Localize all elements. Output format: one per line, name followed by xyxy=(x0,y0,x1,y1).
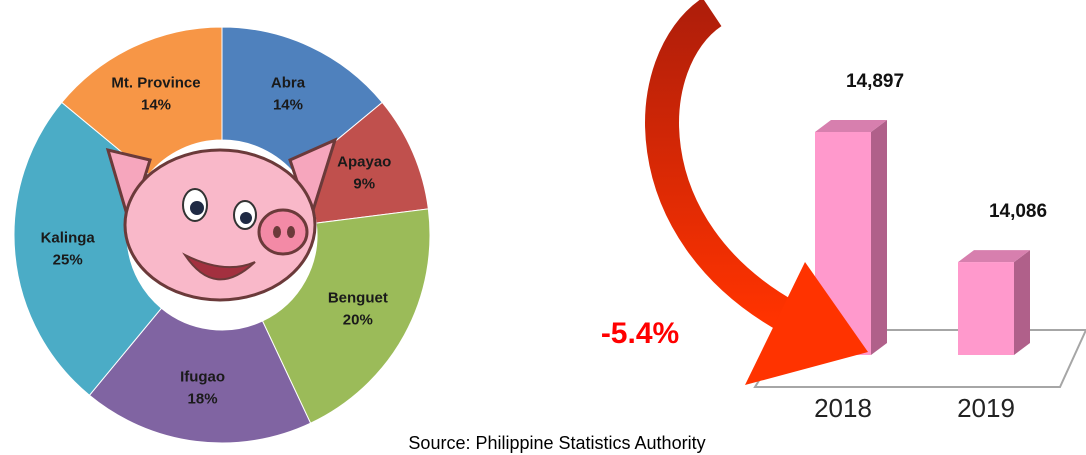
source-note: Source: Philippine Statistics Authority xyxy=(408,433,705,453)
slice-label: Kalinga xyxy=(41,230,96,247)
change-annotation: -5.4% xyxy=(601,317,679,350)
x-tick-label: 2019 xyxy=(957,393,1015,423)
page: Abra 14% Apayao 9% Benguet 20% Ifugao 18% Kaling… xyxy=(0,0,1086,455)
slice-value-label: 18% xyxy=(188,391,218,408)
slice-label: Mt. Province xyxy=(111,75,200,92)
slice-value-label: 25% xyxy=(53,252,83,269)
bar-value-label: 14,086 xyxy=(989,201,1047,222)
bar-front xyxy=(958,262,1014,355)
bar-side xyxy=(871,120,887,355)
bar xyxy=(958,250,1030,355)
pig-illustration xyxy=(108,140,335,300)
slice-value-label: 20% xyxy=(343,312,373,329)
slice-value-label: 14% xyxy=(273,97,303,114)
slice-label: Benguet xyxy=(328,290,388,307)
slice-value-label: 14% xyxy=(141,97,171,114)
slice-label: Apayao xyxy=(337,153,391,170)
bar-side xyxy=(1014,250,1030,355)
slice-value-label: 9% xyxy=(353,175,375,192)
slice-label: Ifugao xyxy=(180,369,225,386)
x-tick-label: 2018 xyxy=(814,393,872,423)
slice-label: Abra xyxy=(271,75,306,92)
infographic: Abra 14% Apayao 9% Benguet 20% Ifugao 18% Kaling… xyxy=(0,0,1086,455)
bar-value-label: 14,897 xyxy=(846,71,904,92)
